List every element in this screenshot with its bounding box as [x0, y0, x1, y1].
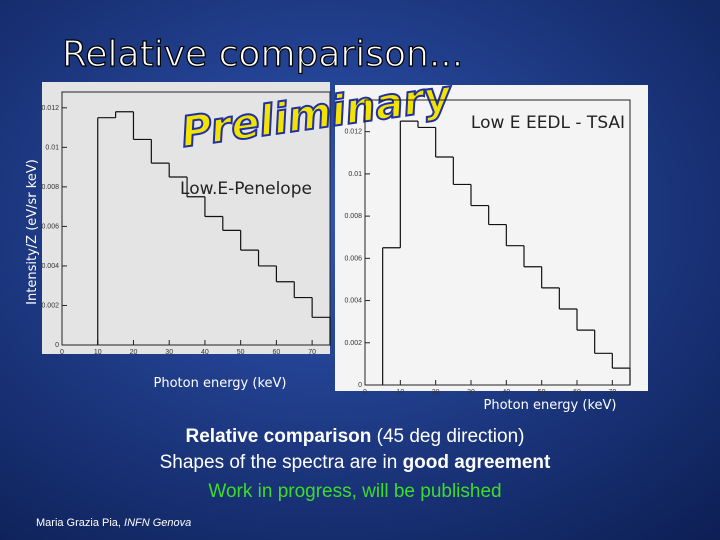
y-tick-label: 0.006	[41, 223, 59, 230]
x-tick-label: 0	[363, 389, 367, 396]
x-tick-label: 40	[502, 389, 510, 396]
plot-frame	[61, 91, 331, 346]
y-tick-label: 0.006	[344, 255, 362, 262]
y-tick-label: 0	[55, 342, 59, 349]
slide-title: Relative comparison...	[62, 34, 463, 75]
y-tick-label: 0.01	[348, 171, 362, 178]
plot-panel-left	[42, 82, 330, 354]
y-tick-label: 0.008	[41, 184, 59, 191]
x-tick-label: 50	[538, 389, 546, 396]
x-tick-label: 40	[201, 349, 209, 356]
y-tick-label: 0	[358, 382, 362, 389]
x-tick-label: 10	[396, 389, 404, 396]
x-tick-label: 50	[237, 349, 245, 356]
x-tick-label: 70	[308, 349, 316, 356]
y-tick-label: 0.012	[344, 129, 362, 136]
footer-affiliation: INFN Genova	[124, 517, 191, 529]
plot-label: Low.E-Penelope	[180, 179, 312, 199]
x-axis-label: Photon energy (keV)	[154, 376, 287, 391]
summary-text: (45 deg direction)	[371, 426, 524, 447]
y-tick-label: 0.012	[41, 105, 59, 112]
plot-panel-right	[335, 85, 648, 391]
y-tick-label: 0.002	[41, 302, 59, 309]
x-tick-label: 30	[165, 349, 173, 356]
plot-label: Low E EEDL - TSAI	[471, 113, 625, 133]
summary-bold: good agreement	[403, 452, 551, 473]
y-tick-label: 0.004	[344, 298, 362, 305]
x-tick-label: 30	[467, 389, 475, 396]
summary-bold: Relative comparison	[186, 426, 372, 447]
footer: Maria Grazia Pia, INFN Genova	[36, 517, 191, 529]
x-tick-label: 60	[273, 349, 281, 356]
x-axis-label: Photon energy (keV)	[484, 398, 617, 413]
y-tick-label: 0.01	[45, 144, 59, 151]
footer-name: Maria Grazia Pia,	[36, 517, 124, 529]
y-tick-label: 0.002	[344, 340, 362, 347]
x-tick-label: 20	[130, 349, 138, 356]
summary-line: Relative comparison (45 deg direction)	[186, 426, 525, 447]
x-tick-label: 60	[573, 389, 581, 396]
summary-text: Shapes of the spectra are in	[160, 452, 403, 473]
x-tick-label: 70	[608, 389, 616, 396]
y-axis-label: Intensity/Z (eV/sr keV)	[25, 159, 40, 305]
summary-line: Work in progress, will be published	[208, 481, 501, 502]
plot-frame	[364, 99, 631, 386]
x-tick-label: 20	[432, 389, 440, 396]
y-tick-label: 0.008	[344, 213, 362, 220]
x-tick-label: 0	[60, 349, 64, 356]
x-tick-label: 10	[94, 349, 102, 356]
y-tick-label: 0.004	[41, 263, 59, 270]
summary-line: Shapes of the spectra are in good agreem…	[160, 452, 551, 473]
